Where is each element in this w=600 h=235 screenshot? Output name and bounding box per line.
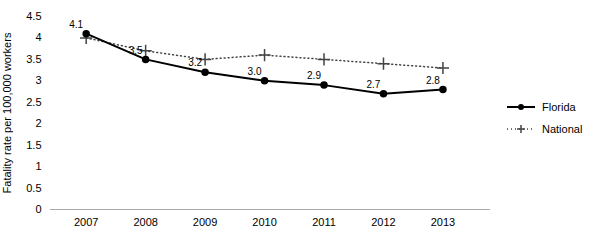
- svg-text:2.8: 2.8: [426, 75, 440, 86]
- svg-text:2010: 2010: [252, 216, 276, 228]
- svg-text:2009: 2009: [193, 216, 217, 228]
- svg-text:2012: 2012: [371, 216, 395, 228]
- svg-text:2011: 2011: [312, 216, 336, 228]
- svg-text:2.5: 2.5: [26, 96, 41, 108]
- svg-text:Fatality rate per 100,000 work: Fatality rate per 100,000 workers: [1, 32, 13, 193]
- svg-text:3.2: 3.2: [188, 57, 202, 68]
- svg-text:3: 3: [35, 74, 41, 86]
- svg-text:3.0: 3.0: [248, 66, 262, 77]
- svg-text:3.5: 3.5: [26, 53, 41, 65]
- html-text:Florida: Florida: [542, 100, 576, 113]
- svg-text:2007: 2007: [74, 216, 98, 228]
- svg-text:2: 2: [35, 117, 41, 129]
- svg-text:4.5: 4.5: [26, 10, 41, 22]
- svg-text:0.5: 0.5: [26, 182, 41, 194]
- svg-text:2008: 2008: [133, 216, 157, 228]
- svg-text:1: 1: [35, 160, 41, 172]
- svg-text:0: 0: [35, 203, 41, 215]
- svg-text:1.5: 1.5: [26, 139, 41, 151]
- svg-text:3.5: 3.5: [129, 45, 143, 56]
- svg-text:2.9: 2.9: [307, 70, 321, 81]
- html-text:National: National: [542, 122, 583, 135]
- svg-text:2.7: 2.7: [367, 79, 381, 90]
- svg-text:4: 4: [35, 31, 41, 43]
- svg-text:4.1: 4.1: [69, 19, 83, 30]
- svg-text:2013: 2013: [431, 216, 455, 228]
